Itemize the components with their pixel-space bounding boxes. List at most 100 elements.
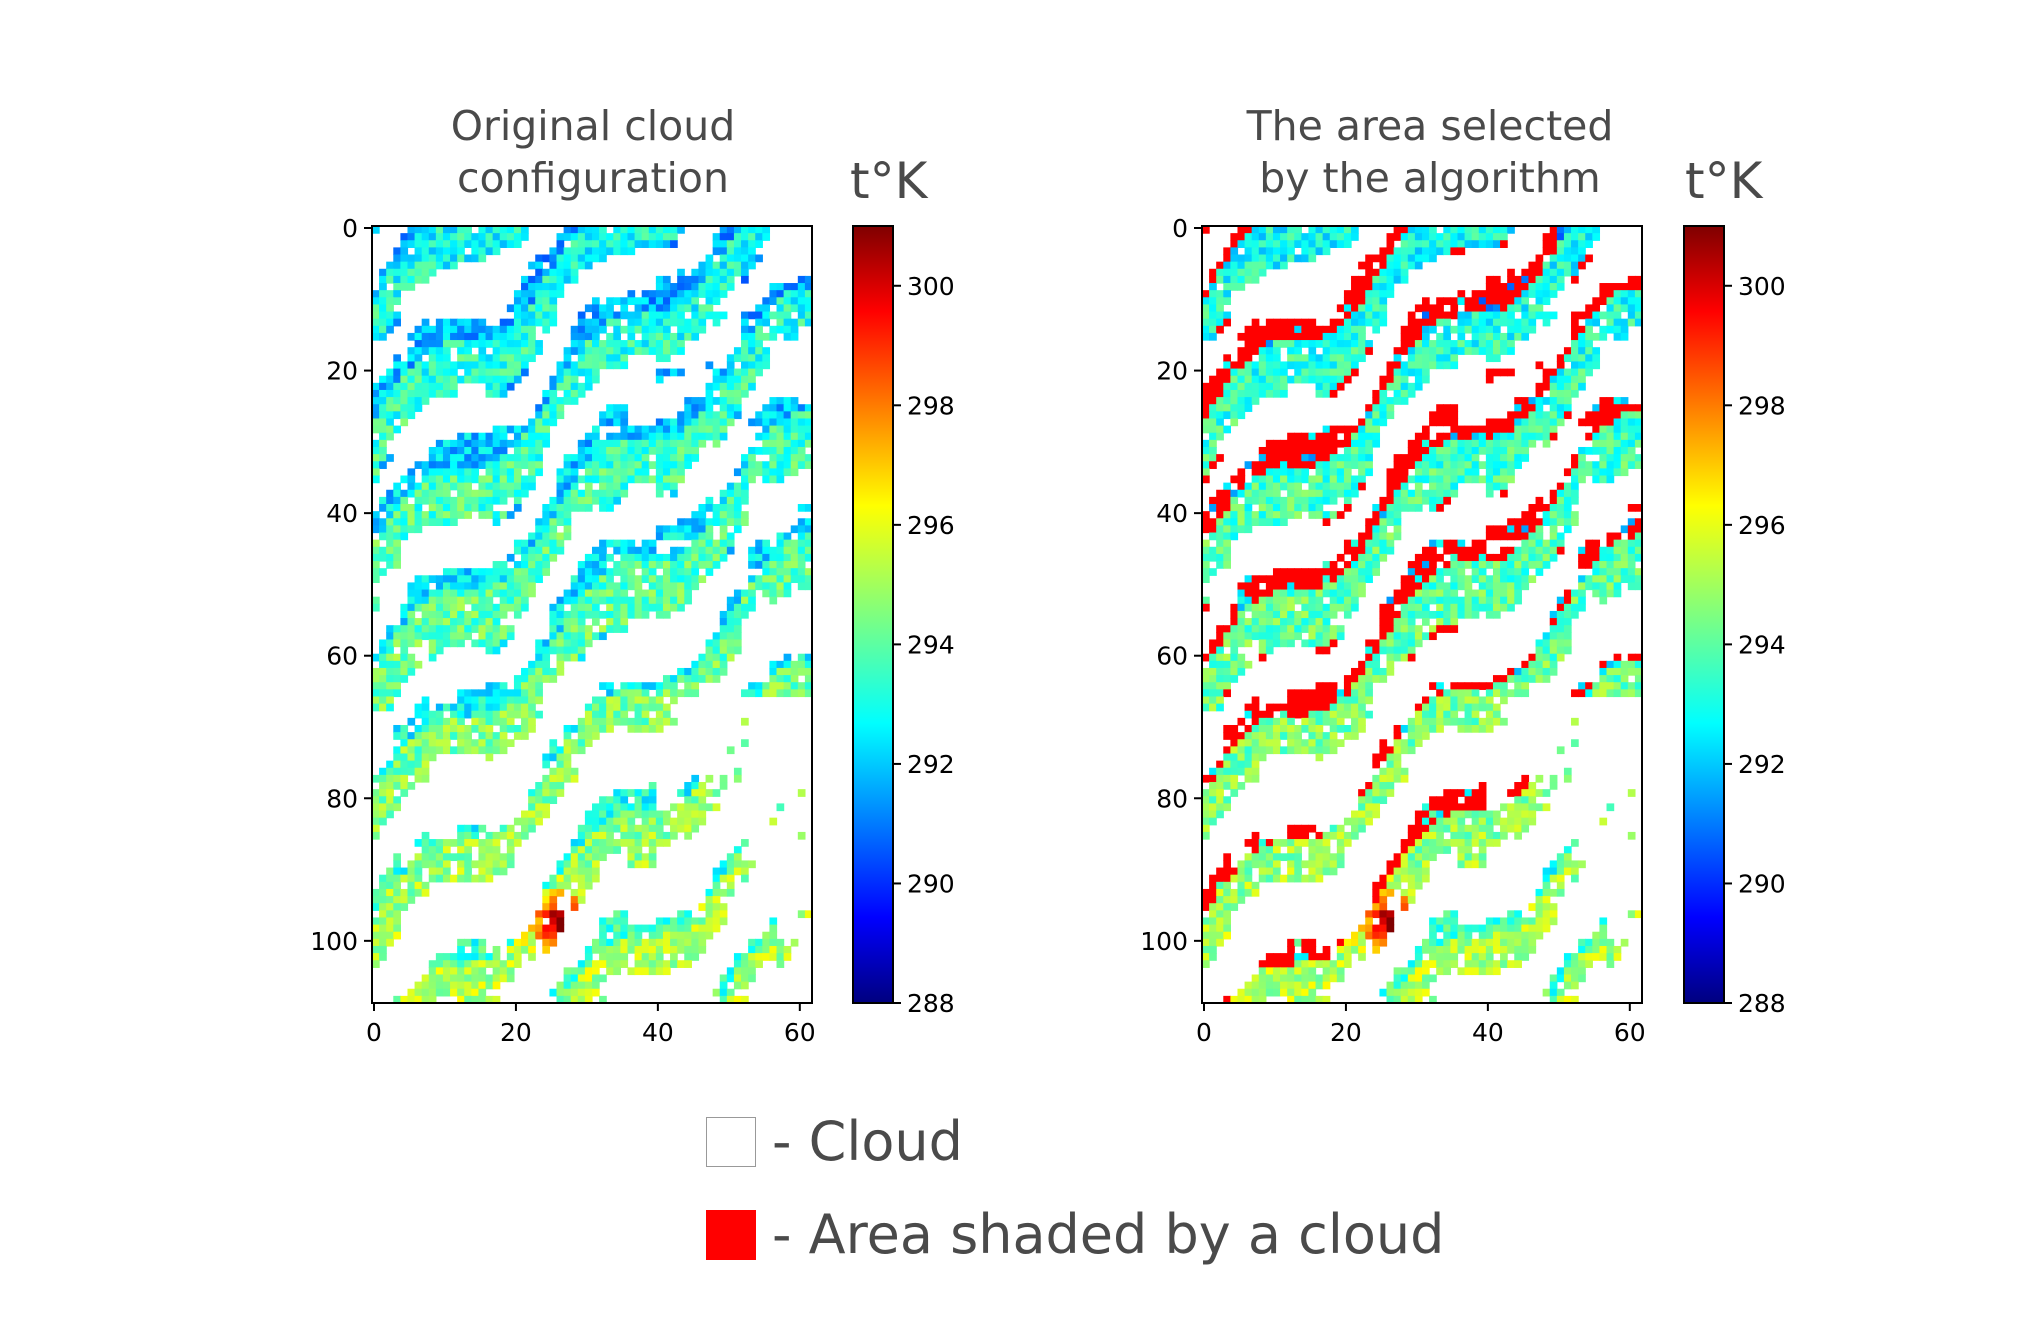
heatmap-cell: [1507, 332, 1515, 341]
heatmap-cell: [670, 938, 678, 947]
heatmap-cell: [1365, 261, 1373, 270]
heatmap-cell: [577, 461, 586, 469]
heatmap-cell: [1528, 275, 1537, 284]
heatmap-cell: [1485, 553, 1494, 562]
heatmap-cell: [1365, 553, 1373, 562]
heatmap-cell: [450, 967, 458, 976]
heatmap-cell: [1627, 518, 1636, 526]
heatmap-cell: [492, 831, 501, 840]
heatmap-cell: [769, 945, 778, 954]
heatmap-cell: [492, 625, 501, 633]
heatmap-cell: [648, 568, 657, 576]
heatmap-cell: [1315, 568, 1324, 576]
heatmap-cell: [776, 546, 785, 555]
heatmap-cell: [1265, 468, 1274, 477]
heatmap-cell: [549, 247, 558, 256]
heatmap-cell: [570, 625, 579, 633]
heatmap-cell: [485, 974, 494, 983]
heatmap-cell: [1223, 354, 1231, 363]
heatmap-cell: [691, 689, 700, 698]
heatmap-cell: [1485, 489, 1494, 498]
heatmap-cell: [1336, 489, 1345, 498]
heatmap-cell: [1549, 311, 1558, 320]
heatmap-cell: [521, 931, 529, 940]
heatmap-cell: [1592, 539, 1601, 548]
heatmap-cell: [783, 675, 792, 683]
heatmap-cell: [748, 546, 756, 555]
heatmap-cell: [457, 824, 465, 833]
heatmap-cell: [1351, 347, 1359, 355]
heatmap-cell: [1627, 432, 1636, 441]
heatmap-cell: [677, 325, 685, 334]
heatmap-cell: [783, 945, 792, 954]
heatmap-cell: [741, 518, 749, 526]
heatmap-cell: [1528, 539, 1537, 548]
heatmap-cell: [776, 575, 785, 584]
heatmap-cell: [662, 354, 671, 363]
heatmap-cell: [1535, 404, 1544, 412]
heatmap-cell: [719, 489, 728, 498]
heatmap-cell: [662, 318, 671, 327]
heatmap-cell: [428, 382, 437, 391]
heatmap-cell: [1571, 318, 1579, 327]
heatmap-cell: [584, 361, 593, 370]
heatmap-cell: [499, 361, 508, 370]
heatmap-cell: [620, 810, 629, 819]
heatmap-cell: [1436, 553, 1444, 562]
heatmap-cell: [1592, 347, 1601, 355]
heatmap-cell: [783, 682, 792, 690]
heatmap-cell: [1322, 475, 1331, 484]
heatmap-cell: [1429, 454, 1437, 462]
heatmap-cell: [606, 846, 614, 854]
heatmap-cell: [450, 504, 458, 512]
heatmap-cell: [691, 297, 700, 306]
heatmap-cell: [592, 340, 600, 348]
heatmap-cell: [1379, 525, 1388, 534]
heatmap-cell: [776, 582, 785, 591]
heatmap-cell: [790, 325, 799, 334]
heatmap-cell: [1393, 461, 1402, 469]
heatmap-cell: [478, 953, 487, 961]
heatmap-cell: [556, 774, 565, 783]
heatmap-cell: [783, 425, 792, 434]
heatmap-cell: [1571, 254, 1579, 263]
heatmap-cell: [535, 425, 543, 434]
heatmap-cell: [606, 297, 614, 306]
heatmap-cell: [719, 646, 728, 655]
heatmap-cell: [542, 903, 551, 911]
heatmap-cell: [648, 304, 657, 313]
heatmap-cell: [542, 646, 551, 655]
heatmap-cell: [407, 375, 416, 384]
heatmap-cell: [1407, 240, 1416, 248]
heatmap-cell: [748, 233, 756, 241]
heatmap-cell: [393, 796, 401, 805]
heatmap-cell: [1386, 382, 1395, 391]
heatmap-cell: [1272, 389, 1281, 398]
heatmap-cell: [1329, 332, 1338, 341]
heatmap-cell: [698, 553, 707, 562]
heatmap-cell: [563, 981, 572, 990]
heatmap-cell: [691, 446, 700, 455]
heatmap-cell: [435, 732, 444, 740]
heatmap-cell: [755, 539, 763, 548]
heatmap-cell: [1514, 525, 1522, 534]
heatmap-cell: [528, 953, 536, 961]
heatmap-cell: [726, 354, 735, 363]
heatmap-cell: [741, 475, 749, 484]
heatmap-cell: [400, 753, 409, 762]
heatmap-cell: [1237, 261, 1246, 270]
heatmap-cell: [648, 846, 657, 854]
heatmap-cell: [421, 325, 430, 334]
heatmap-cell: [1372, 389, 1381, 398]
heatmap-cell: [599, 254, 607, 263]
heatmap-cell: [662, 553, 671, 562]
heatmap-cell: [528, 532, 536, 541]
heatmap-cell: [464, 632, 472, 641]
heatmap-cell: [769, 461, 778, 469]
heatmap-cell: [549, 874, 558, 883]
heatmap-cell: [1507, 561, 1515, 569]
heatmap-cell: [442, 254, 451, 263]
heatmap-cell: [1258, 354, 1267, 363]
heatmap-cell: [407, 347, 416, 355]
